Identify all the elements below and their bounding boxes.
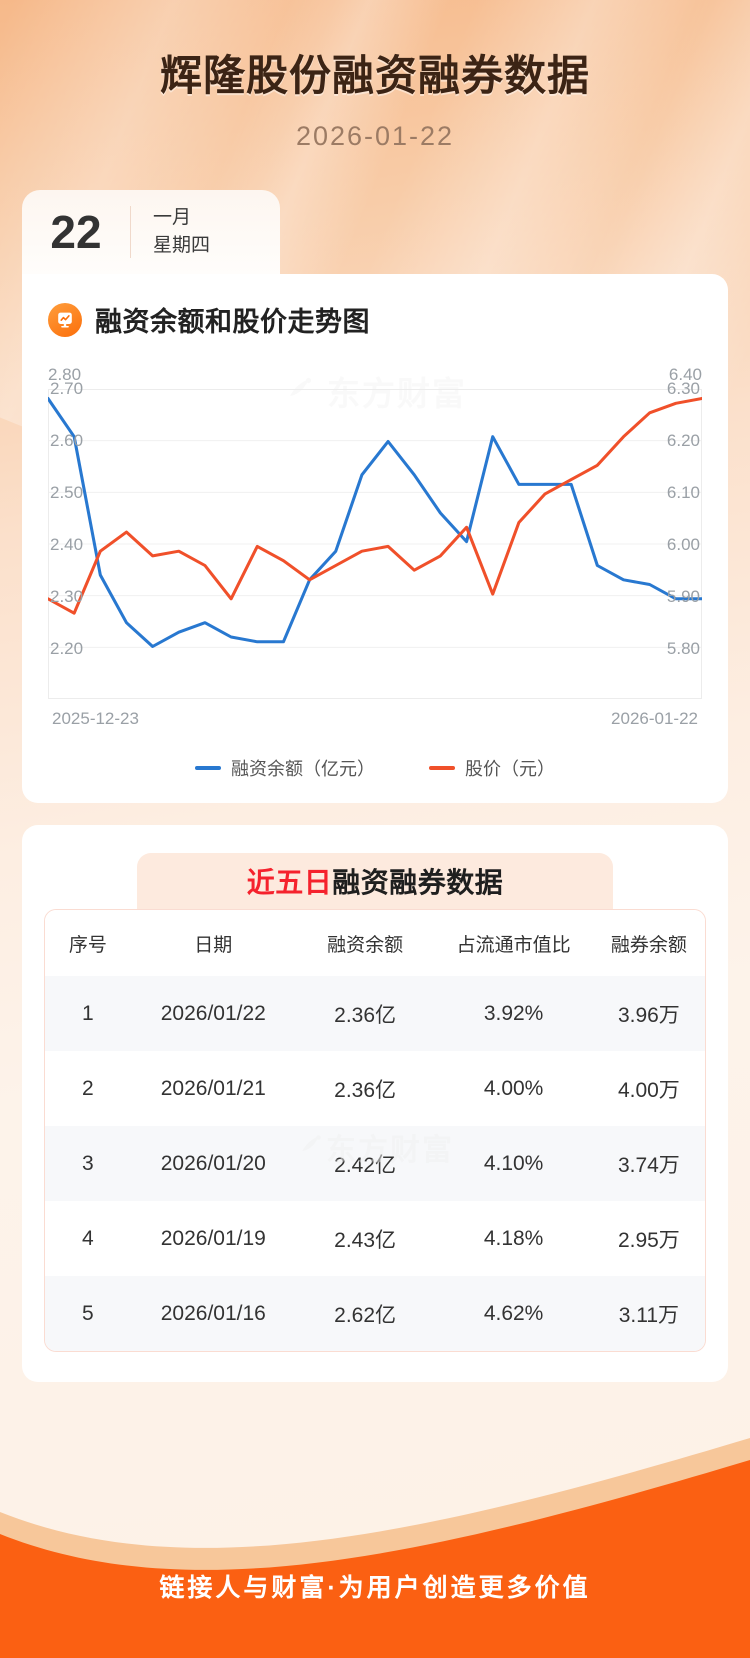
chart-legend: 融资余额（亿元） 股价（元） [48,755,702,781]
legend-label-margin-balance: 融资余额（亿元） [231,759,375,779]
date-card-divider [130,206,131,258]
table-row: 4 2026/01/19 2.43亿 4.18% 2.95万 [45,1201,705,1276]
date-card-day: 22 [50,206,102,258]
cell-date: 2026/01/20 [160,1151,266,1175]
legend-item-stock-price: 股价（元） [429,755,555,781]
cell-pct-float-mcap: 3.92% [483,1001,544,1025]
series-line-stock-price [48,397,702,615]
cell-date: 2026/01/16 [160,1301,266,1325]
cell-pct-float-mcap: 4.62% [483,1301,544,1325]
legend-label-stock-price: 股价（元） [465,759,555,779]
chart-title-text: 融资余额和股价走势图 [95,307,370,337]
legend-item-margin-balance: 融资余额（亿元） [195,755,375,781]
left-axis-tick-top: 2.80 [48,365,82,384]
chart-section-title: 融资余额和股价走势图 [22,300,728,339]
table-title-rest: 融资融券数据 [332,867,504,898]
cell-short-balance: 2.95万 [617,1228,680,1252]
table-row: 3 2026/01/20 2.42亿 4.10% 3.74万 [45,1126,705,1201]
panel-gap [0,803,750,825]
cell-short-balance: 3.74万 [617,1153,680,1177]
column-header-date: 日期 [194,934,233,956]
chart-svg [48,389,702,699]
cell-no: 4 [82,1226,94,1250]
table-row: 5 2026/01/16 2.62亿 4.62% 3.11万 [45,1276,705,1351]
cell-pct-float-mcap: 4.00% [483,1076,544,1100]
date-card-weekday: 星期四 [153,235,211,256]
cell-no: 5 [82,1301,94,1325]
page-header: 辉隆股份融资融券数据 2026-01-22 [0,0,750,152]
chart-monitor-icon [48,302,82,337]
cell-short-balance: 4.00万 [617,1078,680,1102]
cell-date: 2026/01/19 [160,1226,266,1250]
header-date: 2026-01-22 [295,121,455,151]
table-title: 近五日融资融券数据 [247,861,504,901]
cell-date: 2026/01/21 [160,1076,266,1100]
chart-panel: 融资余额和股价走势图 东方财富 2.80 6.40 [22,274,728,803]
cell-margin-balance: 2.62亿 [334,1303,397,1327]
table-title-highlight: 近五日 [246,867,333,898]
chart-x-axis: 2025-12-23 2026-01-22 [48,709,702,729]
column-header-pct-float-mcap: 占流通市值比 [456,934,571,956]
column-header-short-balance: 融券余额 [610,934,687,956]
table-panel: 近五日融资融券数据 东方财富 序号 日期 融资余额 占流通市值比 融券余额 1 [22,825,728,1382]
table-row: 1 2026/01/22 2.36亿 3.92% 3.96万 [45,976,705,1051]
column-header-no: 序号 [68,934,107,956]
column-header-margin-balance: 融资余额 [327,934,404,956]
cell-short-balance: 3.96万 [617,1003,680,1027]
date-card: 22 一月 星期四 [22,190,280,274]
legend-swatch-margin-balance [195,766,221,770]
cell-no: 2 [82,1076,94,1100]
chart-gridlines [48,440,702,648]
cell-margin-balance: 2.43亿 [334,1228,397,1252]
footer-wave [0,1438,750,1658]
footer-slogan: 链接人与财富·为用户创造更多价值 [159,1574,591,1602]
cell-short-balance: 3.11万 [618,1303,680,1327]
cell-no: 1 [82,1001,94,1025]
cell-pct-float-mcap: 4.10% [483,1151,544,1175]
page-title: 辉隆股份融资融券数据 [159,52,590,99]
cell-no: 3 [82,1151,94,1175]
table-title-banner: 近五日融资融券数据 [137,853,613,909]
date-card-month: 一月 [153,207,192,229]
x-axis-start-label: 2025-12-23 [52,709,139,728]
cell-date: 2026/01/22 [160,1001,266,1025]
right-axis-tick-top: 6.40 [668,365,702,384]
chart-area: 东方财富 2.80 6.40 2.70 2.60 2.50 2.40 2.30 … [22,365,728,781]
chart-axis-top-labels: 2.80 6.40 [48,365,702,385]
series-line-margin-balance [48,397,702,648]
table-row: 2 2026/01/21 2.36亿 4.00% 4.00万 [45,1051,705,1126]
margin-trading-table: 序号 日期 融资余额 占流通市值比 融券余额 1 2026/01/22 2.36… [44,909,706,1352]
chart-plot: 2.70 2.60 2.50 2.40 2.30 2.20 6.30 6.20 … [48,379,702,699]
table-header-row: 序号 日期 融资余额 占流通市值比 融券余额 [45,910,705,976]
cell-margin-balance: 2.42亿 [334,1153,397,1177]
cell-margin-balance: 2.36亿 [334,1078,397,1102]
x-axis-end-label: 2026-01-22 [611,709,698,728]
cell-pct-float-mcap: 4.18% [483,1226,544,1250]
legend-swatch-stock-price [429,766,455,770]
page-footer: 链接人与财富·为用户创造更多价值 [0,1438,750,1658]
cell-margin-balance: 2.36亿 [334,1003,397,1027]
